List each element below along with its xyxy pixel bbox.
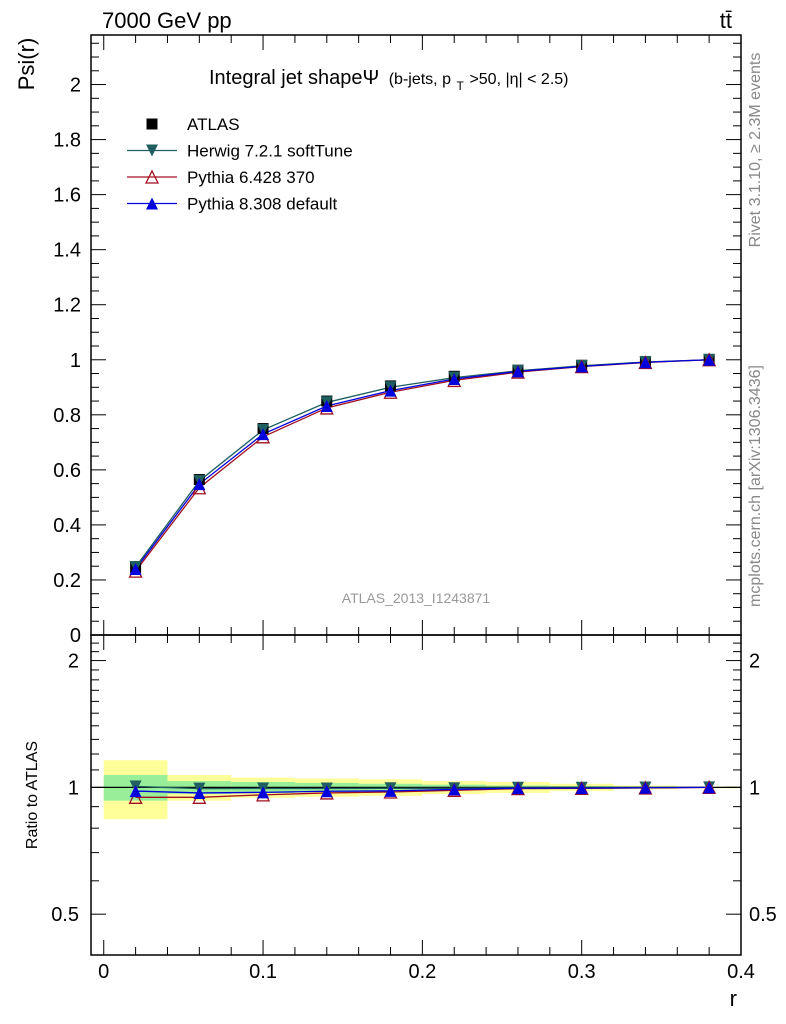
ratio-ytick-label-right-0: 0.5 [749, 904, 777, 926]
ratio-ytick-label-right-2: 2 [749, 651, 760, 673]
main-series-markers [128, 352, 717, 578]
main-point-pythia-8-308-default-2 [257, 428, 270, 441]
main-axis-ticks: 0 0.2 0.4 0.6 0.8 1 1.2 1.4 1.6 1.8 2 [53, 35, 742, 647]
chart-title-cuts-post: >50, |η| < 2.5) [469, 71, 568, 88]
main-ytick-label-4: 0.8 [53, 405, 81, 427]
main-ytick-label-10: 2 [70, 75, 81, 97]
main-point-pythia-8-308-default-8 [639, 356, 652, 369]
ratio-point-pythia-8-308-default-9 [703, 781, 716, 794]
ratio-axis-ticks: 0.5 0.5 1 1 2 2 0 0.1 0.2 0.3 0.4 [51, 635, 777, 983]
ratio-xtick-label-0: 0 [98, 961, 109, 983]
chart-title-cuts-sub: T [457, 79, 465, 93]
process-label: tt̄ [720, 8, 732, 33]
ratio-series-lines [135, 785, 710, 798]
main-point-pythia-8-308-default-3 [320, 400, 333, 413]
main-ytick-label-8: 1.6 [53, 185, 81, 207]
legend-marker-atlas [146, 118, 158, 130]
ratio-frame [90, 634, 742, 956]
ratio-xtick-label-2: 0.2 [408, 961, 436, 983]
ratio-point-pythia-8-308-default-0 [129, 785, 142, 798]
legend-marker-pythia-8-308-default [146, 197, 158, 210]
ratio-point-pythia-8-308-default-8 [639, 781, 652, 794]
chart-title-main: Integral jet shapeΨ [209, 67, 379, 89]
legend: ATLAS Herwig 7.2.1 softTune Pythia 6.428 3… [127, 115, 353, 214]
energy-label: 7000 GeV pp [102, 8, 232, 33]
main-ytick-label-7: 1.4 [53, 240, 81, 262]
main-point-pythia-8-308-default-0 [129, 562, 142, 575]
legend-marker-pythia-6-428-370 [144, 169, 160, 184]
main-ytick-label-0: 0 [70, 625, 81, 647]
main-ylabel: Psi(r) [14, 38, 39, 91]
ratio-point-pythia-8-308-default-2 [257, 786, 270, 799]
ratio-point-pythia-8-308-default-4 [384, 784, 397, 797]
ratio-ytick-label-0: 0.5 [51, 904, 79, 926]
main-ytick-label-6: 1.2 [53, 295, 81, 317]
chart-title: Integral jet shapeΨ (b-jets, p T >50, |η… [209, 67, 568, 95]
main-point-pythia-8-308-default-7 [575, 360, 588, 373]
ratio-point-pythia-8-308-default-1 [193, 786, 206, 799]
legend-label-pythia-8-308-default: Pythia 8.308 default [187, 195, 338, 214]
main-panel: 0 0.2 0.4 0.6 0.8 1 1.2 1.4 1.6 1.8 2 Psi(r) Integ… [14, 34, 742, 647]
main-point-pythia-8-308-default-4 [384, 384, 397, 397]
x-axis-label: r [730, 986, 737, 1011]
main-line-pythia-6-428-370 [135, 359, 710, 572]
main-line-herwig-7-2-1-softtune [135, 359, 710, 568]
ratio-point-pythia-8-308-default-7 [575, 782, 588, 795]
main-ytick-label-3: 0.6 [53, 460, 81, 482]
main-ytick-label-5: 1 [70, 350, 81, 372]
ratio-xtick-label-3: 0.3 [568, 961, 596, 983]
ratio-xtick-label-4: 0.4 [727, 961, 755, 983]
main-point-pythia-8-308-default-5 [448, 373, 461, 386]
rivet-label: Rivet 3.1.10, ≥ 2.3M events [747, 53, 764, 248]
ratio-point-pythia-8-308-default-6 [511, 782, 524, 795]
ratio-point-pythia-8-308-default-3 [320, 785, 333, 798]
analysis-watermark: ATLAS_2013_I1243871 [342, 590, 491, 606]
chart-title-cuts-pre: (b-jets, p [389, 71, 451, 88]
legend-label-herwig-7-2-1-softtune: Herwig 7.2.1 softTune [187, 142, 353, 161]
legend-marker-herwig-7-2-1-softtune [146, 144, 158, 157]
main-point-pythia-8-308-default-1 [193, 478, 206, 491]
main-point-pythia-8-308-default-6 [511, 365, 524, 378]
ratio-ytick-label-2: 2 [68, 651, 79, 673]
ratio-ylabel: Ratio to ATLAS [24, 741, 41, 849]
ratio-xtick-label-1: 0.1 [249, 961, 277, 983]
main-series-lines [135, 359, 710, 572]
ratio-ytick-label-right-1: 1 [749, 777, 760, 799]
main-ytick-label-2: 0.4 [53, 515, 81, 537]
mcplots-label: mcplots.cern.ch [arXiv:1306.3436] [747, 365, 764, 607]
ratio-line-pythia-8-308-default [135, 786, 710, 794]
legend-label-pythia-6-428-370: Pythia 6.428 370 [187, 168, 315, 187]
main-ytick-label-9: 1.8 [53, 130, 81, 152]
ratio-series-markers [128, 779, 717, 804]
ratio-ytick-label-1: 1 [68, 777, 79, 799]
ratio-panel: 0.5 0.5 1 1 2 2 0 0.1 0.2 0.3 0.4 Ratio to ATLAS r [24, 634, 777, 1011]
main-point-pythia-8-308-default-9 [703, 353, 716, 366]
ratio-point-pythia-8-308-default-5 [448, 783, 461, 796]
main-line-pythia-8-308-default [135, 359, 710, 570]
legend-label-atlas: ATLAS [187, 115, 240, 134]
main-ytick-label-1: 0.2 [53, 570, 81, 592]
ratio-point-pythia-6-428-370-0 [128, 789, 143, 804]
